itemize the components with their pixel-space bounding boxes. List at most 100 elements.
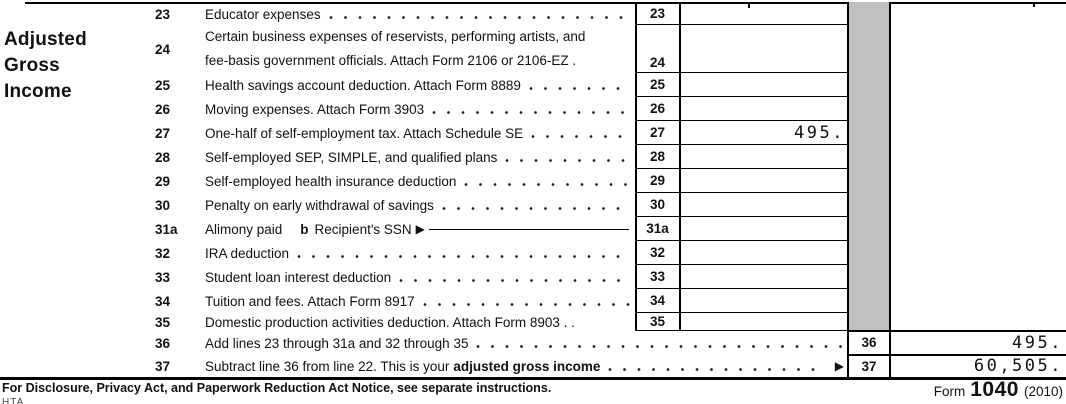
form-row-29: 29 Self-employed health insurance deduct… <box>140 169 848 193</box>
dot-leader <box>297 245 630 261</box>
form-identifier: Form 1040 (2010) <box>934 378 1063 402</box>
agi-line-items: 23 Educator expenses 23 24 Certain busin… <box>140 3 848 331</box>
amount-field-26[interactable] <box>680 97 848 121</box>
line-label: Student loan interest deduction <box>205 269 392 285</box>
line-number-box: 37 <box>861 358 877 374</box>
dot-leader <box>476 335 843 351</box>
line-number-box: 23 <box>635 3 680 25</box>
arrow-right-icon: ▶ <box>834 359 844 373</box>
line-label: Add lines 23 through 31a and 32 through … <box>205 335 469 351</box>
line-number: 24 <box>155 41 171 57</box>
amount-field-31a[interactable] <box>680 217 848 241</box>
amount-field-24[interactable] <box>680 25 848 73</box>
amount-field-33[interactable] <box>680 265 848 289</box>
line-number-box: 24 <box>635 25 680 73</box>
form-row-28: 28 Self-employed SEP, SIMPLE, and qualif… <box>140 145 848 169</box>
top-rule <box>25 2 1066 4</box>
grid-vertical-line <box>847 2 849 378</box>
disclosure-notice: For Disclosure, Privacy Act, and Paperwo… <box>2 381 552 395</box>
top-rule-tick <box>748 2 750 8</box>
form-row-31a: 31a Alimony paid b Recipient's SSN ▶ 31a <box>140 217 848 241</box>
line-label: fee-basis government officials. Attach F… <box>205 53 577 68</box>
amount-field-30[interactable] <box>680 193 848 217</box>
amount-value: 60,505. <box>973 356 1063 376</box>
line-number-box: 32 <box>635 241 680 265</box>
form-row-25: 25 Health savings account deduction. Att… <box>140 73 848 97</box>
line-number: 29 <box>155 173 171 189</box>
line-number: 32 <box>155 245 171 261</box>
grid-vertical-line <box>679 2 681 331</box>
amount-value: 495. <box>794 122 845 143</box>
line-label: Domestic production activities deduction… <box>205 314 575 330</box>
amount-field-25[interactable] <box>680 73 848 97</box>
line-label: Self-employed SEP, SIMPLE, and qualified… <box>205 149 498 165</box>
line-number: 36 <box>155 335 171 351</box>
line-label: IRA deduction <box>205 245 290 261</box>
form-year: (2010) <box>1023 384 1063 399</box>
line-label: Certain business expenses of reservists,… <box>205 29 586 44</box>
line-label-bold: adjusted gross income <box>453 358 601 374</box>
line-number-box: 31a <box>635 217 680 241</box>
dot-leader <box>432 101 630 117</box>
line-label: Moving expenses. Attach Form 3903 <box>205 101 425 117</box>
dot-leader <box>528 77 630 93</box>
line-label: Subtract line 36 from line 22. This is y… <box>205 358 450 374</box>
section-heading: Adjusted Gross Income <box>4 27 87 105</box>
form-row-37: 37 Subtract line 36 from line 22. This i… <box>140 354 848 378</box>
form-row-23: 23 Educator expenses 23 <box>140 3 848 25</box>
line-number: 28 <box>155 149 171 165</box>
amount-field-36[interactable]: 495. <box>890 331 1066 354</box>
dot-leader <box>531 125 630 141</box>
line-number: 30 <box>155 197 171 213</box>
amount-field-29[interactable] <box>680 169 848 193</box>
amount-field-35[interactable] <box>680 313 848 331</box>
line-number-box: 29 <box>635 169 680 193</box>
line-number-box: 27 <box>635 121 680 145</box>
form-row-26: 26 Moving expenses. Attach Form 3903 26 <box>140 97 848 121</box>
line-number-box: 25 <box>635 73 680 97</box>
dot-leader <box>422 293 630 309</box>
form-row-24: 24 Certain business expenses of reservis… <box>140 25 848 73</box>
line-label: Tuition and fees. Attach Form 8917 <box>205 293 415 309</box>
section-heading-line: Gross <box>4 55 60 76</box>
form-row-36: 36 Add lines 23 through 31a and 32 throu… <box>140 331 848 355</box>
line-number-box: 26 <box>635 97 680 121</box>
form-row-30: 30 Penalty on early withdrawal of saving… <box>140 193 848 217</box>
line-label: Health savings account deduction. Attach… <box>205 77 521 93</box>
dot-leader <box>464 173 630 189</box>
grid-horizontal-line <box>848 354 1066 356</box>
line-number: 35 <box>155 314 171 330</box>
form-row-35: 35 Domestic production activities deduct… <box>140 313 848 331</box>
line-number: 33 <box>155 269 171 285</box>
line-number: 31a <box>155 221 178 237</box>
amount-field-32[interactable] <box>680 241 848 265</box>
recipient-ssn-field[interactable] <box>428 228 629 230</box>
line-label: Educator expenses <box>205 6 321 22</box>
section-heading-line: Income <box>4 81 72 102</box>
amount-value: 495. <box>1012 332 1063 353</box>
top-rule-tick <box>1033 2 1035 7</box>
clipped-footer-fragment: HTA <box>2 397 25 404</box>
line-number: 25 <box>155 77 171 93</box>
dot-leader <box>608 358 826 374</box>
sub-line-letter: b <box>300 221 309 237</box>
amount-field-23[interactable] <box>680 3 848 25</box>
line-number: 34 <box>155 293 171 309</box>
form-row-27: 27 One-half of self-employment tax. Atta… <box>140 121 848 145</box>
line-number: 27 <box>155 125 171 141</box>
amount-field-37[interactable]: 60,505. <box>890 355 1066 377</box>
grid-vertical-line <box>889 2 891 378</box>
arrow-right-icon: ▶ <box>415 222 425 236</box>
line-number-box: 36 <box>861 335 877 350</box>
line-label: Recipient's SSN <box>314 221 412 237</box>
grid-vertical-line <box>635 2 637 331</box>
dot-leader <box>505 149 630 165</box>
form-number: 1040 <box>970 378 1019 401</box>
line-number-box: 35 <box>635 313 680 331</box>
amount-field-28[interactable] <box>680 145 848 169</box>
form-row-34: 34 Tuition and fees. Attach Form 8917 34 <box>140 289 848 313</box>
amount-field-34[interactable] <box>680 289 848 313</box>
shaded-column <box>848 2 890 331</box>
amount-field-27[interactable]: 495. <box>680 121 848 145</box>
